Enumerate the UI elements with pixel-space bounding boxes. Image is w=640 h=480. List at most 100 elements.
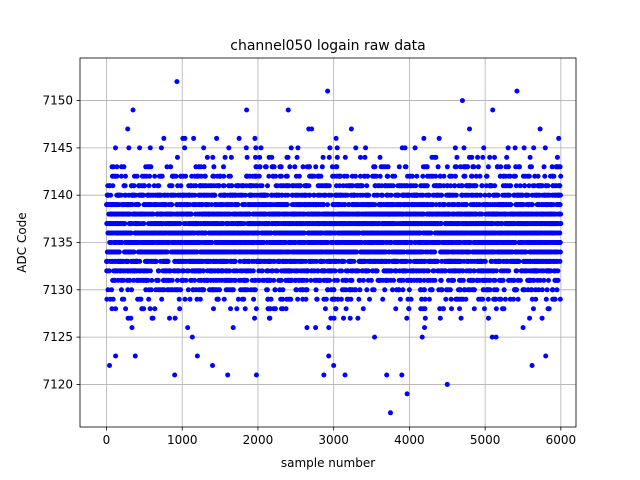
data-point: [110, 164, 116, 170]
data-point: [326, 353, 332, 359]
data-point: [444, 164, 450, 170]
data-point: [334, 145, 340, 151]
data-point: [359, 183, 365, 189]
data-point: [221, 173, 227, 179]
data-point: [338, 296, 344, 302]
data-point: [169, 183, 175, 189]
data-point: [113, 145, 119, 151]
data-point: [257, 164, 263, 170]
data-point: [259, 183, 265, 189]
data-point: [402, 145, 408, 151]
data-point: [377, 173, 383, 179]
data-point: [167, 315, 173, 321]
data-point: [283, 306, 289, 312]
data-point: [365, 173, 371, 179]
data-point: [363, 145, 369, 151]
data-point: [141, 192, 147, 198]
data-point: [326, 154, 332, 160]
data-point: [121, 296, 127, 302]
data-point: [267, 315, 273, 321]
data-point: [393, 306, 399, 312]
data-point: [263, 164, 269, 170]
data-point: [357, 287, 363, 293]
data-point: [403, 164, 409, 170]
data-point: [152, 173, 158, 179]
data-point: [380, 296, 386, 302]
data-point: [364, 183, 370, 189]
data-point: [147, 268, 153, 274]
data-point: [278, 164, 284, 170]
data-point: [284, 202, 290, 208]
data-point: [295, 145, 301, 151]
data-point: [313, 325, 319, 331]
data-point: [137, 145, 143, 151]
data-point: [292, 164, 298, 170]
data-point: [178, 183, 184, 189]
data-point: [480, 296, 486, 302]
data-point: [355, 315, 361, 321]
data-point: [137, 258, 143, 264]
data-point: [106, 268, 112, 274]
data-point: [279, 173, 284, 179]
data-point: [228, 154, 234, 160]
data-point: [439, 192, 445, 198]
data-point: [114, 173, 120, 179]
data-point: [268, 296, 274, 302]
data-point: [128, 315, 134, 321]
data-point: [432, 277, 438, 283]
data-point: [121, 164, 127, 170]
data-point: [362, 154, 368, 160]
data-point: [129, 325, 135, 331]
data-point: [200, 268, 206, 274]
data-point: [189, 334, 195, 340]
data-point: [264, 192, 270, 198]
data-point: [475, 154, 481, 160]
data-point: [127, 277, 133, 283]
data-point: [141, 221, 147, 227]
data-point: [319, 164, 325, 170]
data-point: [149, 277, 155, 283]
data-point: [280, 287, 286, 293]
data-point: [182, 296, 188, 302]
data-point: [284, 173, 290, 179]
data-point: [353, 145, 359, 151]
data-point: [147, 306, 153, 312]
data-point: [448, 296, 454, 302]
data-point: [425, 268, 431, 274]
data-point: [259, 268, 265, 274]
data-point: [460, 277, 466, 283]
data-point: [109, 287, 115, 293]
data-point: [477, 173, 483, 179]
data-point: [202, 173, 208, 179]
data-point: [151, 183, 157, 189]
data-point: [371, 287, 377, 293]
data-point: [396, 164, 402, 170]
data-point: [211, 306, 216, 312]
data-point: [177, 221, 183, 227]
data-point: [360, 277, 366, 283]
data-point: [344, 173, 350, 179]
data-point: [294, 154, 300, 160]
data-point: [443, 296, 449, 302]
data-point: [452, 145, 458, 151]
data-point: [288, 145, 294, 151]
data-point: [258, 145, 264, 151]
data-points: [104, 79, 564, 416]
data-point: [141, 306, 147, 312]
data-point: [287, 164, 293, 170]
data-point: [441, 173, 447, 179]
data-point: [471, 306, 477, 312]
data-point: [131, 249, 137, 255]
data-point: [426, 296, 432, 302]
data-point: [334, 277, 340, 283]
data-point: [272, 306, 278, 312]
data-point: [187, 296, 193, 302]
data-point: [244, 154, 250, 160]
data-point: [201, 164, 207, 170]
data-point: [125, 287, 131, 293]
data-point: [150, 315, 156, 321]
data-point: [377, 154, 383, 160]
data-point: [156, 183, 162, 189]
data-point: [252, 287, 258, 293]
data-point: [156, 268, 162, 274]
